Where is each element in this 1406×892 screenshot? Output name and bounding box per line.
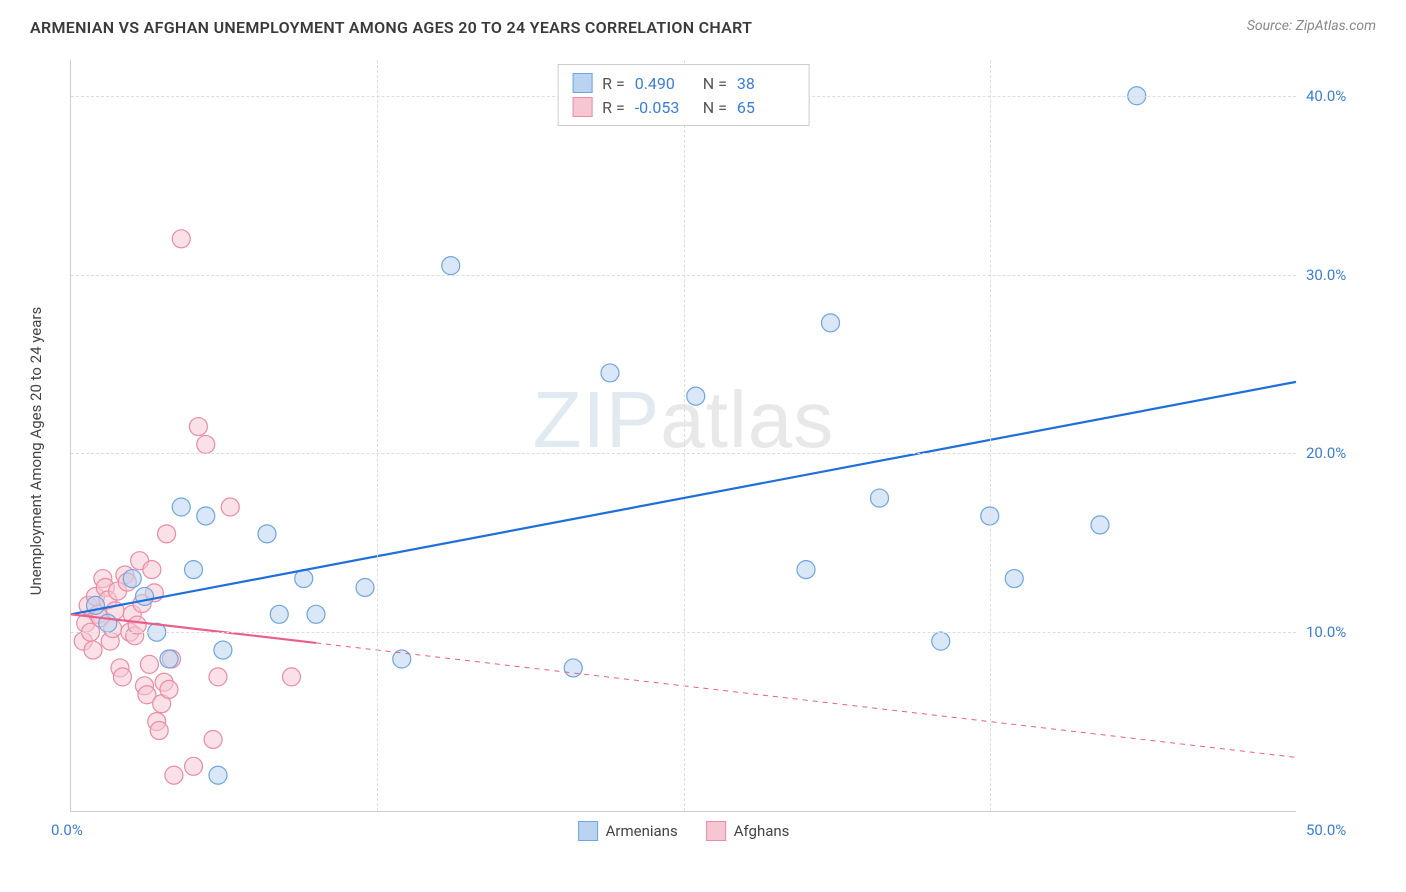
data-point [160, 650, 178, 668]
data-point [165, 766, 183, 784]
data-point [158, 525, 176, 543]
data-point [214, 641, 232, 659]
x-tick-label: 0.0% [51, 821, 83, 839]
stats-row-2: R = -0.053 N = 65 [572, 95, 795, 119]
data-point [113, 668, 131, 686]
data-point [564, 659, 582, 677]
data-point [932, 632, 950, 650]
data-point [204, 730, 222, 748]
y-tick-label: 40.0% [1306, 87, 1371, 105]
n-value-1: 38 [737, 74, 795, 93]
r-value-2: -0.053 [635, 98, 693, 117]
n-value-2: 65 [737, 98, 795, 117]
data-point [150, 722, 168, 740]
data-point [1005, 570, 1023, 588]
swatch-series-2 [572, 97, 592, 117]
swatch-series-1 [572, 73, 592, 93]
data-point [209, 668, 227, 686]
stats-box: R = 0.490 N = 38 R = -0.053 N = 65 [557, 64, 810, 126]
data-point [143, 561, 161, 579]
legend-label-2: Afghans [734, 822, 790, 840]
data-point [601, 364, 619, 382]
data-point [136, 587, 154, 605]
legend-item-2: Afghans [706, 821, 790, 841]
data-point [797, 561, 815, 579]
data-point [283, 668, 301, 686]
data-point [123, 570, 141, 588]
legend-item-1: Armenians [578, 821, 678, 841]
r-value-1: 0.490 [635, 74, 693, 93]
r-label-1: R = [602, 74, 625, 93]
n-label-1: N = [703, 74, 727, 93]
data-point [871, 489, 889, 507]
data-point [442, 257, 460, 275]
data-point [197, 435, 215, 453]
data-point [140, 655, 158, 673]
legend-bottom: Armenians Afghans [578, 821, 790, 841]
y-tick-label: 10.0% [1306, 623, 1371, 641]
data-point [172, 498, 190, 516]
legend-label-1: Armenians [606, 822, 678, 840]
data-point [189, 418, 207, 436]
gridline-v [377, 60, 378, 811]
data-point [307, 605, 325, 623]
data-point [356, 578, 374, 596]
stats-row-1: R = 0.490 N = 38 [572, 71, 795, 95]
trend-line-dashed [316, 643, 1296, 757]
data-point [160, 680, 178, 698]
n-label-2: N = [703, 98, 727, 117]
y-tick-label: 20.0% [1306, 444, 1371, 462]
gridline-v [990, 60, 991, 811]
data-point [185, 757, 203, 775]
gridline-v [684, 60, 685, 811]
data-point [687, 387, 705, 405]
source-attribution: Source: ZipAtlas.com [1247, 18, 1376, 34]
data-point [393, 650, 411, 668]
data-point [258, 525, 276, 543]
data-point [822, 314, 840, 332]
data-point [270, 605, 288, 623]
data-point [1091, 516, 1109, 534]
legend-swatch-1 [578, 821, 598, 841]
data-point [197, 507, 215, 525]
legend-swatch-2 [706, 821, 726, 841]
r-label-2: R = [602, 98, 625, 117]
data-point [172, 230, 190, 248]
data-point [209, 766, 227, 784]
data-point [185, 561, 203, 579]
data-point [221, 498, 239, 516]
chart-container: Unemployment Among Ages 20 to 24 years Z… [46, 60, 1376, 842]
y-axis-label: Unemployment Among Ages 20 to 24 years [27, 307, 45, 595]
plot-area: ZIPatlas R = 0.490 N = 38 R = -0.053 N =… [70, 60, 1296, 812]
chart-title: ARMENIAN VS AFGHAN UNEMPLOYMENT AMONG AG… [30, 18, 752, 37]
data-point [84, 641, 102, 659]
x-tick-label: 50.0% [1306, 821, 1371, 839]
y-tick-label: 30.0% [1306, 266, 1371, 284]
